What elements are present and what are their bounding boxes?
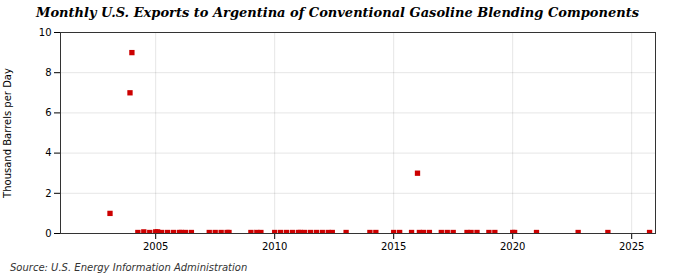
svg-text:10: 10 [39,27,52,38]
svg-text:2: 2 [45,188,51,199]
svg-text:2015: 2015 [381,241,406,252]
svg-text:2005: 2005 [143,241,168,252]
html-text:Monthly U.S. Exports to Argent: Monthly U.S. Exports to Argentina of Con… [36,5,639,20]
svg-text:6: 6 [45,107,51,118]
svg-text:Thousand Barrels per Day: Thousand Barrels per Day [2,68,13,199]
svg-text:4: 4 [45,147,51,158]
html-text:Source: U.S. Energy Informatio: Source: U.S. Energy Information Administ… [10,262,248,273]
svg-text:8: 8 [45,67,51,78]
svg-text:0: 0 [45,228,51,239]
svg-text:2010: 2010 [262,241,287,252]
svg-text:2020: 2020 [500,241,525,252]
svg-text:2025: 2025 [619,241,644,252]
